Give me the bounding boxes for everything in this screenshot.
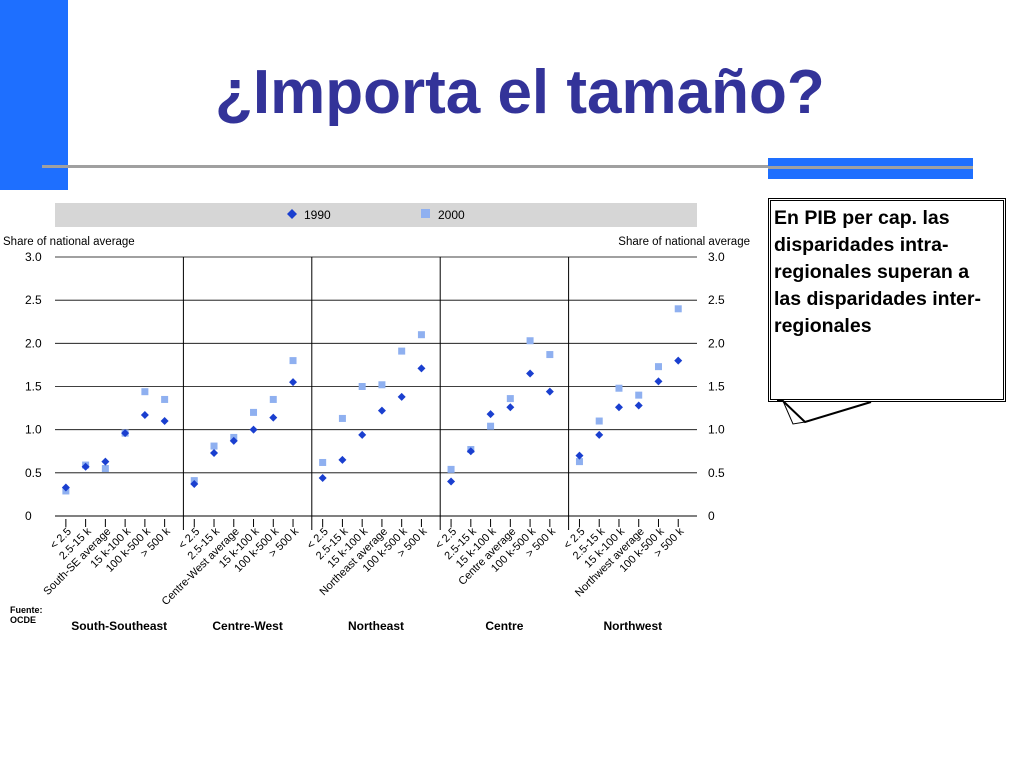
source-label: Fuente: OCDE [10, 605, 43, 625]
point-2000 [417, 331, 425, 339]
point-1990 [269, 413, 278, 422]
point-2000 [378, 381, 386, 389]
title-rule-accent [768, 158, 973, 179]
callout-text: En PIB per cap. las disparidades intra- … [774, 207, 981, 337]
point-2000 [101, 465, 109, 473]
point-1990 [417, 364, 426, 373]
y-tick-label-right: 0 [708, 509, 715, 523]
source-label-line: Fuente: [10, 605, 43, 615]
y-tick-label-right: 3.0 [708, 250, 725, 264]
point-1990 [338, 455, 347, 464]
point-2000 [487, 422, 495, 430]
point-1990 [634, 401, 643, 410]
y-tick-label-right: 1.5 [708, 380, 725, 394]
title-rule [42, 165, 972, 168]
point-2000 [289, 357, 297, 365]
y-tick-label-left: 0 [25, 509, 32, 523]
callout-tail [775, 400, 875, 426]
point-1990 [545, 387, 554, 396]
scatter-chart: 1990 2000 Share of national average Shar… [3, 203, 750, 633]
point-1990 [486, 410, 495, 419]
point-1990 [614, 403, 623, 412]
point-1990 [377, 406, 386, 415]
y-axis-title-right: Share of national average [618, 236, 750, 248]
point-1990 [140, 410, 149, 419]
point-2000 [674, 305, 682, 313]
point-2000 [319, 458, 327, 466]
point-2000 [635, 391, 643, 399]
point-1990 [318, 474, 327, 483]
y-tick-label-left: 0.5 [25, 466, 42, 480]
point-2000 [358, 383, 366, 390]
legend-band [55, 203, 697, 227]
group-label: South-Southeast [71, 619, 167, 633]
group-label: Northwest [603, 619, 662, 633]
point-1990 [575, 451, 584, 460]
y-axis-title-left: Share of national average [3, 236, 135, 248]
plot-area: 0 00.5 0.51.0 1.01.5 1.52.0 2.02.5 2.53.0 3.0< … [25, 250, 725, 633]
legend: 1990 2000 [287, 208, 465, 222]
point-1990 [210, 448, 219, 457]
point-1990 [526, 369, 535, 378]
point-2000 [398, 347, 406, 355]
point-2000 [615, 384, 623, 392]
point-1990 [397, 392, 406, 401]
point-2000 [338, 414, 346, 422]
y-tick-label-right: 0.5 [708, 466, 725, 480]
point-2000 [526, 337, 534, 345]
y-tick-label-right: 1.0 [708, 423, 725, 437]
point-2000 [506, 395, 514, 403]
legend-label-1990: 1990 [304, 208, 331, 222]
y-tick-label-left: 3.0 [25, 250, 42, 264]
point-1990 [447, 477, 456, 486]
point-2000 [250, 408, 258, 416]
legend-marker-2000 [421, 209, 430, 218]
point-2000 [546, 351, 554, 359]
y-tick-label-right: 2.5 [708, 293, 725, 307]
point-1990 [289, 378, 298, 387]
slide-title: ¿Importa el tamaño? [215, 58, 825, 127]
group-label: Northeast [348, 619, 404, 633]
group-label: Centre-West [212, 619, 282, 633]
point-1990 [81, 462, 90, 471]
point-2000 [269, 395, 277, 403]
point-1990 [595, 430, 604, 439]
point-2000 [575, 458, 583, 466]
y-tick-label-right: 2.0 [708, 336, 725, 350]
group-label: Centre [485, 619, 523, 633]
point-2000 [161, 395, 169, 403]
point-1990 [674, 356, 683, 365]
y-tick-label-left: 1.5 [25, 380, 42, 394]
point-2000 [141, 388, 149, 396]
accent-bar-left [0, 0, 68, 190]
point-1990 [249, 425, 258, 434]
point-1990 [160, 417, 169, 426]
point-1990 [506, 403, 515, 412]
callout-box [768, 198, 1006, 402]
point-1990 [229, 436, 238, 445]
source-label-line: OCDE [10, 615, 36, 625]
y-tick-label-left: 2.5 [25, 293, 42, 307]
point-2000 [595, 417, 603, 425]
legend-label-2000: 2000 [438, 208, 465, 222]
point-1990 [190, 480, 199, 489]
point-1990 [358, 430, 367, 439]
point-2000 [654, 363, 662, 371]
point-1990 [61, 483, 70, 492]
y-tick-label-left: 2.0 [25, 336, 42, 350]
point-1990 [121, 429, 130, 438]
legend-marker-1990 [287, 209, 297, 219]
point-2000 [447, 465, 455, 473]
point-1990 [654, 377, 663, 386]
point-2000 [210, 442, 218, 450]
point-1990 [101, 457, 110, 466]
y-tick-label-left: 1.0 [25, 423, 42, 437]
point-1990 [466, 447, 475, 456]
